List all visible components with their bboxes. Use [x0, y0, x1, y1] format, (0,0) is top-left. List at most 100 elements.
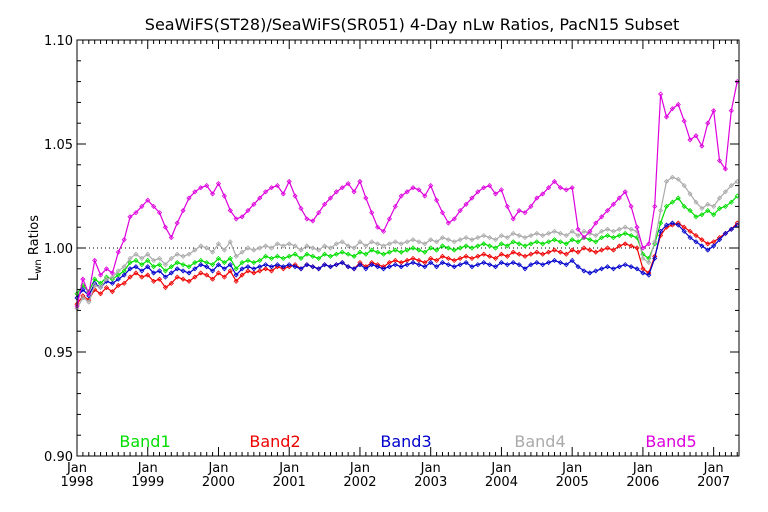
data-point — [675, 101, 681, 108]
data-point — [457, 237, 463, 243]
data-point — [587, 237, 593, 243]
data-point — [186, 251, 192, 257]
data-point — [581, 228, 587, 234]
data-point — [634, 228, 640, 234]
data-point — [569, 247, 575, 253]
data-point — [233, 216, 239, 222]
data-point — [333, 251, 339, 257]
data-point — [492, 237, 499, 243]
data-point — [268, 255, 275, 261]
data-point — [492, 191, 499, 197]
data-point — [699, 143, 705, 149]
data-point — [599, 214, 605, 220]
data-point — [439, 243, 446, 249]
data-point — [310, 264, 316, 270]
data-point — [162, 274, 168, 280]
data-point — [103, 266, 110, 272]
data-point — [475, 253, 481, 259]
data-point — [274, 262, 280, 268]
data-point — [640, 245, 646, 251]
data-point — [380, 243, 387, 249]
data-point — [345, 180, 351, 187]
data-point — [339, 239, 345, 245]
data-point — [174, 266, 180, 272]
data-point — [310, 245, 316, 251]
data-point — [498, 232, 505, 239]
data-point — [575, 226, 581, 232]
data-point — [681, 224, 687, 230]
data-point — [375, 264, 381, 270]
x-tick-label-year: 2004 — [485, 475, 518, 490]
y-tick-label: 1.00 — [44, 242, 73, 257]
data-point — [699, 243, 705, 249]
data-point — [151, 203, 157, 209]
data-point — [563, 251, 569, 257]
data-point — [221, 266, 227, 272]
data-point — [316, 247, 322, 253]
data-point — [162, 268, 168, 274]
data-point — [115, 276, 121, 282]
data-point — [616, 226, 622, 232]
data-point — [210, 249, 216, 255]
data-point — [634, 224, 640, 230]
data-point — [610, 201, 617, 207]
data-point — [316, 255, 322, 261]
data-point — [286, 178, 292, 185]
data-point — [652, 255, 658, 261]
data-point — [121, 272, 127, 278]
data-point — [162, 262, 168, 268]
data-point — [675, 195, 681, 201]
data-point — [139, 262, 145, 268]
data-point — [528, 241, 534, 247]
data-point — [546, 239, 552, 245]
data-point — [581, 245, 587, 251]
data-point — [316, 210, 322, 216]
legend: Band1 Band2 Band3 Band4 Band5 — [119, 432, 696, 451]
data-point — [198, 257, 204, 264]
data-point — [239, 249, 245, 255]
data-point — [257, 195, 263, 201]
data-point — [357, 178, 363, 185]
data-point — [151, 264, 157, 270]
data-point — [534, 230, 540, 237]
data-point — [251, 201, 257, 207]
data-point — [115, 268, 121, 274]
data-point — [528, 251, 534, 257]
data-point — [168, 235, 174, 241]
x-tick-label-month: Jan — [349, 461, 370, 476]
data-point — [599, 235, 605, 241]
data-point — [451, 247, 457, 253]
data-point — [540, 251, 546, 257]
data-point — [139, 268, 145, 274]
data-point — [439, 235, 446, 241]
data-point — [162, 224, 168, 230]
data-point — [156, 276, 163, 282]
data-point — [646, 259, 652, 266]
data-point — [487, 243, 493, 249]
data-point — [133, 270, 139, 276]
data-point — [127, 274, 133, 280]
data-point — [681, 183, 687, 189]
data-point — [375, 224, 381, 230]
data-point — [705, 201, 711, 207]
series-band2 — [74, 220, 740, 307]
data-point — [239, 272, 245, 278]
x-tick-label-year: 2001 — [273, 475, 306, 490]
data-point — [133, 251, 139, 257]
data-point — [180, 276, 186, 282]
data-point — [469, 264, 475, 270]
data-point — [304, 262, 310, 268]
data-point — [286, 241, 292, 247]
data-point — [504, 235, 510, 241]
data-point — [711, 108, 717, 114]
data-point — [422, 241, 428, 247]
data-point — [569, 185, 575, 191]
data-point — [280, 243, 286, 249]
data-point — [251, 247, 257, 253]
legend-label-band3: Band3 — [380, 432, 431, 451]
data-point — [616, 243, 622, 249]
data-point — [599, 247, 605, 253]
data-point — [575, 264, 581, 270]
data-point — [286, 262, 292, 268]
data-point — [98, 284, 104, 291]
